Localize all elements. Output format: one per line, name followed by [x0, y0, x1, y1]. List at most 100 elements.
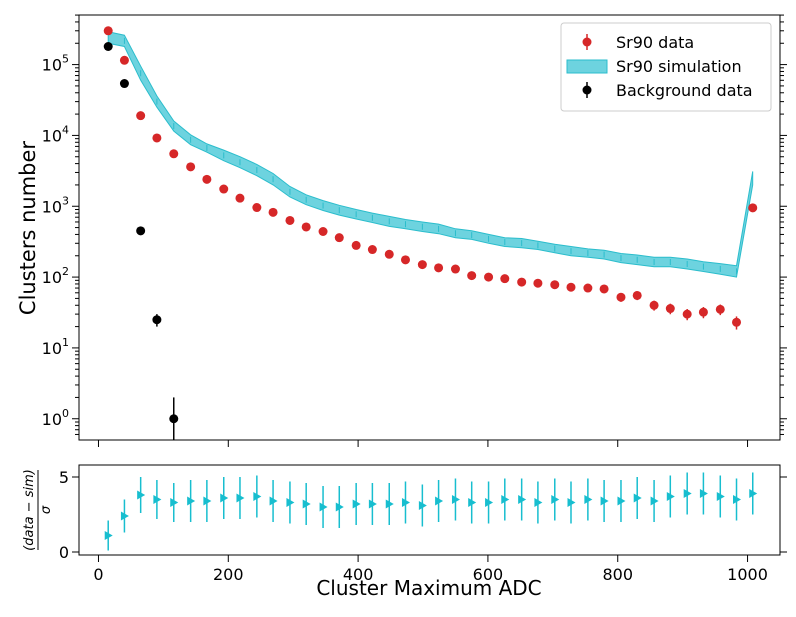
main-y-tick-label: 105 [42, 53, 69, 75]
ratio-point [584, 495, 593, 504]
x-tick-label: 200 [213, 565, 244, 584]
sr90-data-point [517, 277, 527, 287]
ratio-point [335, 502, 344, 512]
ratio-point [418, 501, 427, 510]
ratio-point [120, 511, 129, 521]
legend-sr90-data-label: Sr90 data [616, 33, 694, 52]
legend-frame [560, 22, 772, 112]
main-y-tick-label: 104 [42, 123, 69, 145]
sr90-data-point [384, 249, 394, 259]
sr90-data-point [616, 292, 626, 302]
ratio-point [633, 493, 642, 503]
ratio-y-axis-label: (data − sim) σ [22, 469, 54, 551]
sr90-data-point [698, 307, 708, 317]
sr90-data-point [649, 300, 659, 310]
ratio-point [666, 492, 675, 501]
ratio-point [733, 495, 742, 504]
main-y-tick-label: 103 [42, 194, 69, 216]
sr90-data-point [484, 272, 494, 282]
x-tick-label: 800 [602, 565, 633, 584]
ratio-point [468, 498, 477, 507]
sr90-data-point [550, 280, 560, 290]
legend: Sr90 data Sr90 simulation Background dat… [560, 22, 772, 112]
legend-entry-sr90-data: Sr90 data [582, 33, 694, 52]
legend-sr90-simulation-label: Sr90 simulation [616, 57, 742, 76]
ratio-point [534, 498, 543, 507]
sr90-data-point [103, 26, 113, 36]
sr90-data-point [202, 174, 212, 184]
sr90-data-point [682, 309, 692, 319]
sr90-data-point [715, 304, 725, 314]
background-data-point [103, 42, 113, 52]
sr90-data-point [334, 233, 344, 243]
ratio-y-tick-label: 0 [59, 543, 69, 562]
sr90-simulation-layer [107, 31, 754, 278]
sr90-data-point [533, 278, 543, 288]
sr90-data-point [632, 290, 642, 300]
ratio-point [104, 531, 113, 540]
ratio-point [551, 495, 560, 504]
sr90-data-point [367, 245, 377, 255]
ratio-point [385, 499, 394, 509]
ratio-point [153, 495, 162, 504]
sr90-data-point [268, 207, 278, 217]
ratio-point [137, 490, 146, 500]
sr90-simulation-band [107, 31, 754, 278]
sr90-data-point [219, 184, 229, 194]
sr90-data-point [417, 260, 427, 270]
sr90-data-point [285, 215, 295, 225]
legend-entry-sr90-simulation: Sr90 simulation [566, 57, 742, 76]
ratio-point [683, 489, 692, 498]
x-tick-label: 1000 [727, 565, 768, 584]
background-data-point [169, 414, 179, 424]
ratio-y-tick-label: 5 [59, 468, 69, 487]
sr90-data-point [169, 149, 179, 159]
ratio-point [600, 496, 609, 506]
sr90-data-point [186, 162, 196, 172]
sr90-data-point [400, 255, 410, 265]
ratio-points-layer [104, 472, 758, 551]
sr90-data-point [434, 263, 444, 273]
legend-sr90-simulation-swatch [566, 59, 608, 74]
ratio-y-axis: 05 [59, 468, 787, 562]
main-y-tick-label: 102 [42, 265, 69, 287]
ratio-point [716, 492, 725, 501]
ratio-point [352, 499, 361, 509]
ratio-point [617, 496, 626, 506]
main-y-axis: 100 101 102 103 104 105 [42, 14, 787, 435]
legend-background-marker [582, 85, 592, 95]
ratio-x-axis: 0 200 400 600 800 1000 [93, 555, 768, 584]
ratio-point [567, 498, 576, 507]
ratio-point [650, 496, 659, 506]
sr90-data-point [566, 282, 576, 292]
ratio-point [319, 502, 328, 512]
ratio-point [368, 499, 377, 509]
ratio-point [451, 495, 460, 504]
ratio-plot-frame [78, 464, 781, 556]
ratio-point [220, 493, 229, 503]
ratio-point [485, 498, 494, 507]
ratio-point [435, 496, 444, 506]
main-y-tick-label: 100 [42, 407, 69, 429]
sr90-data-point [351, 240, 361, 250]
ratio-point [501, 495, 510, 504]
sr90-data-point [152, 133, 162, 143]
x-tick-label: 400 [343, 565, 374, 584]
ratio-y-label-denominator: σ [39, 505, 54, 514]
ratio-y-label-numerator: (data − sim) [22, 469, 37, 551]
sr90-data-point [252, 203, 262, 213]
sr90-data-point [583, 283, 593, 293]
sr90-data-point [450, 264, 460, 274]
x-tick-label: 600 [473, 565, 504, 584]
data-points-layer [103, 26, 758, 440]
ratio-point [269, 496, 278, 506]
ratio-point [699, 489, 708, 498]
sr90-data-point [318, 227, 328, 237]
sr90-data-point [136, 111, 146, 121]
sr90-data-point [467, 271, 477, 281]
ratio-point [749, 489, 758, 498]
main-panel: 100 101 102 103 104 105 Clusters number [16, 14, 787, 447]
ratio-point [187, 496, 196, 506]
sr90-data-point [665, 304, 675, 314]
